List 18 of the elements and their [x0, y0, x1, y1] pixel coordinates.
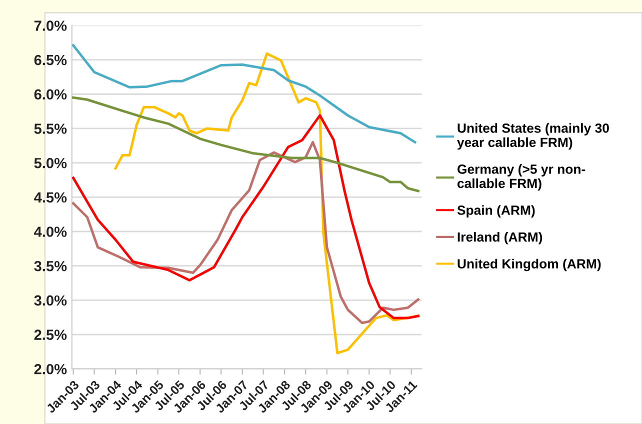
y-tick-label: 5.0% — [34, 158, 67, 168]
legend-label: Spain (ARM) — [457, 205, 535, 218]
y-tick-label: 3.5% — [34, 260, 67, 272]
y-tick-label: 6.0% — [34, 89, 67, 100]
y-tick-label: 6.5% — [34, 54, 67, 66]
y-tick-label: 4.5% — [34, 192, 67, 203]
legend-label: United States (mainly 30 year callable FRM) — [457, 123, 609, 150]
y-tick-label: 5.5% — [34, 124, 67, 134]
legend-label: Germany (>5 yr non- callable FRM) — [457, 164, 586, 191]
legend-label: Ireland (ARM) — [458, 232, 542, 244]
y-tick-label: 2.0% — [34, 364, 67, 374]
y-tick-label: 7.0% — [34, 20, 67, 31]
y-tick-label: 2.5% — [34, 330, 67, 340]
line-series — [72, 96, 420, 192]
y-tick-label: 3.0% — [34, 295, 67, 306]
y-tick-label: 4.0% — [34, 226, 67, 237]
legend-label: United Kingdom (ARM) — [458, 258, 601, 272]
line-series — [72, 44, 416, 144]
